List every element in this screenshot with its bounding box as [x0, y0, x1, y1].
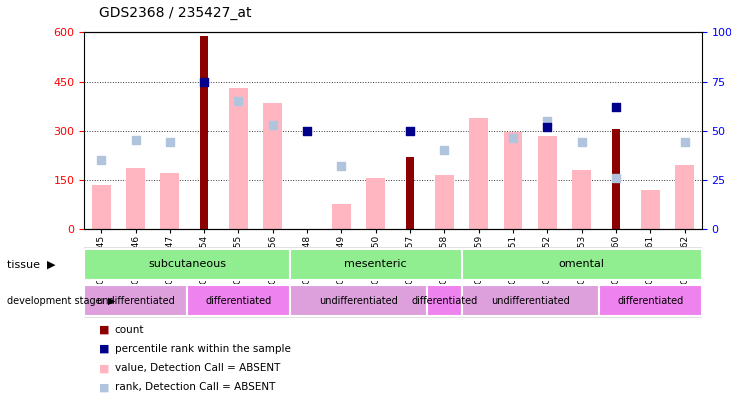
- Point: [576, 139, 588, 146]
- Bar: [290, 249, 461, 280]
- Bar: [229, 88, 248, 229]
- Text: undifferentiated: undifferentiated: [491, 296, 569, 306]
- Text: ■: ■: [99, 325, 109, 335]
- Bar: [92, 185, 110, 229]
- Bar: [406, 157, 414, 229]
- Bar: [612, 129, 620, 229]
- Text: tissue  ▶: tissue ▶: [7, 259, 56, 269]
- Text: mesenteric: mesenteric: [344, 259, 407, 269]
- Bar: [504, 132, 523, 229]
- Text: undifferentiated: undifferentiated: [96, 296, 175, 306]
- Point: [164, 139, 175, 146]
- Point: [267, 122, 279, 128]
- Point: [542, 117, 553, 124]
- Text: ■: ■: [99, 382, 109, 392]
- Text: differentiated: differentiated: [205, 296, 272, 306]
- Point: [301, 127, 313, 134]
- Point: [95, 157, 107, 163]
- Text: GDS2368 / 235427_at: GDS2368 / 235427_at: [99, 6, 251, 20]
- Bar: [84, 285, 187, 316]
- Text: differentiated: differentiated: [412, 296, 477, 306]
- Text: undifferentiated: undifferentiated: [319, 296, 398, 306]
- Bar: [599, 285, 702, 316]
- Text: omental: omental: [558, 259, 605, 269]
- Bar: [461, 249, 702, 280]
- Text: development stage  ▶: development stage ▶: [7, 296, 115, 306]
- Point: [198, 78, 210, 85]
- Bar: [84, 284, 702, 318]
- Bar: [200, 36, 208, 229]
- Text: percentile rank within the sample: percentile rank within the sample: [115, 344, 291, 354]
- Text: ■: ■: [99, 344, 109, 354]
- Text: subcutaneous: subcutaneous: [148, 259, 226, 269]
- Bar: [366, 178, 385, 229]
- Point: [439, 147, 450, 153]
- Bar: [263, 103, 282, 229]
- Bar: [290, 285, 427, 316]
- Point: [404, 127, 416, 134]
- Bar: [84, 249, 290, 280]
- Point: [610, 104, 622, 110]
- Bar: [435, 175, 454, 229]
- Point: [129, 137, 141, 144]
- Bar: [427, 285, 461, 316]
- Bar: [572, 170, 591, 229]
- Text: ■: ■: [99, 363, 109, 373]
- Bar: [187, 285, 290, 316]
- Point: [610, 175, 622, 181]
- Bar: [160, 173, 179, 229]
- Point: [232, 98, 244, 104]
- Bar: [84, 247, 702, 281]
- Text: rank, Detection Call = ABSENT: rank, Detection Call = ABSENT: [115, 382, 275, 392]
- Point: [336, 163, 347, 169]
- Bar: [538, 136, 557, 229]
- Text: differentiated: differentiated: [617, 296, 683, 306]
- Point: [542, 124, 553, 130]
- Bar: [469, 117, 488, 229]
- Bar: [126, 168, 145, 229]
- Bar: [332, 204, 351, 229]
- Bar: [641, 190, 659, 229]
- Bar: [461, 285, 599, 316]
- Point: [679, 139, 691, 146]
- Text: value, Detection Call = ABSENT: value, Detection Call = ABSENT: [115, 363, 280, 373]
- Text: count: count: [115, 325, 144, 335]
- Bar: [675, 165, 694, 229]
- Point: [507, 135, 519, 142]
